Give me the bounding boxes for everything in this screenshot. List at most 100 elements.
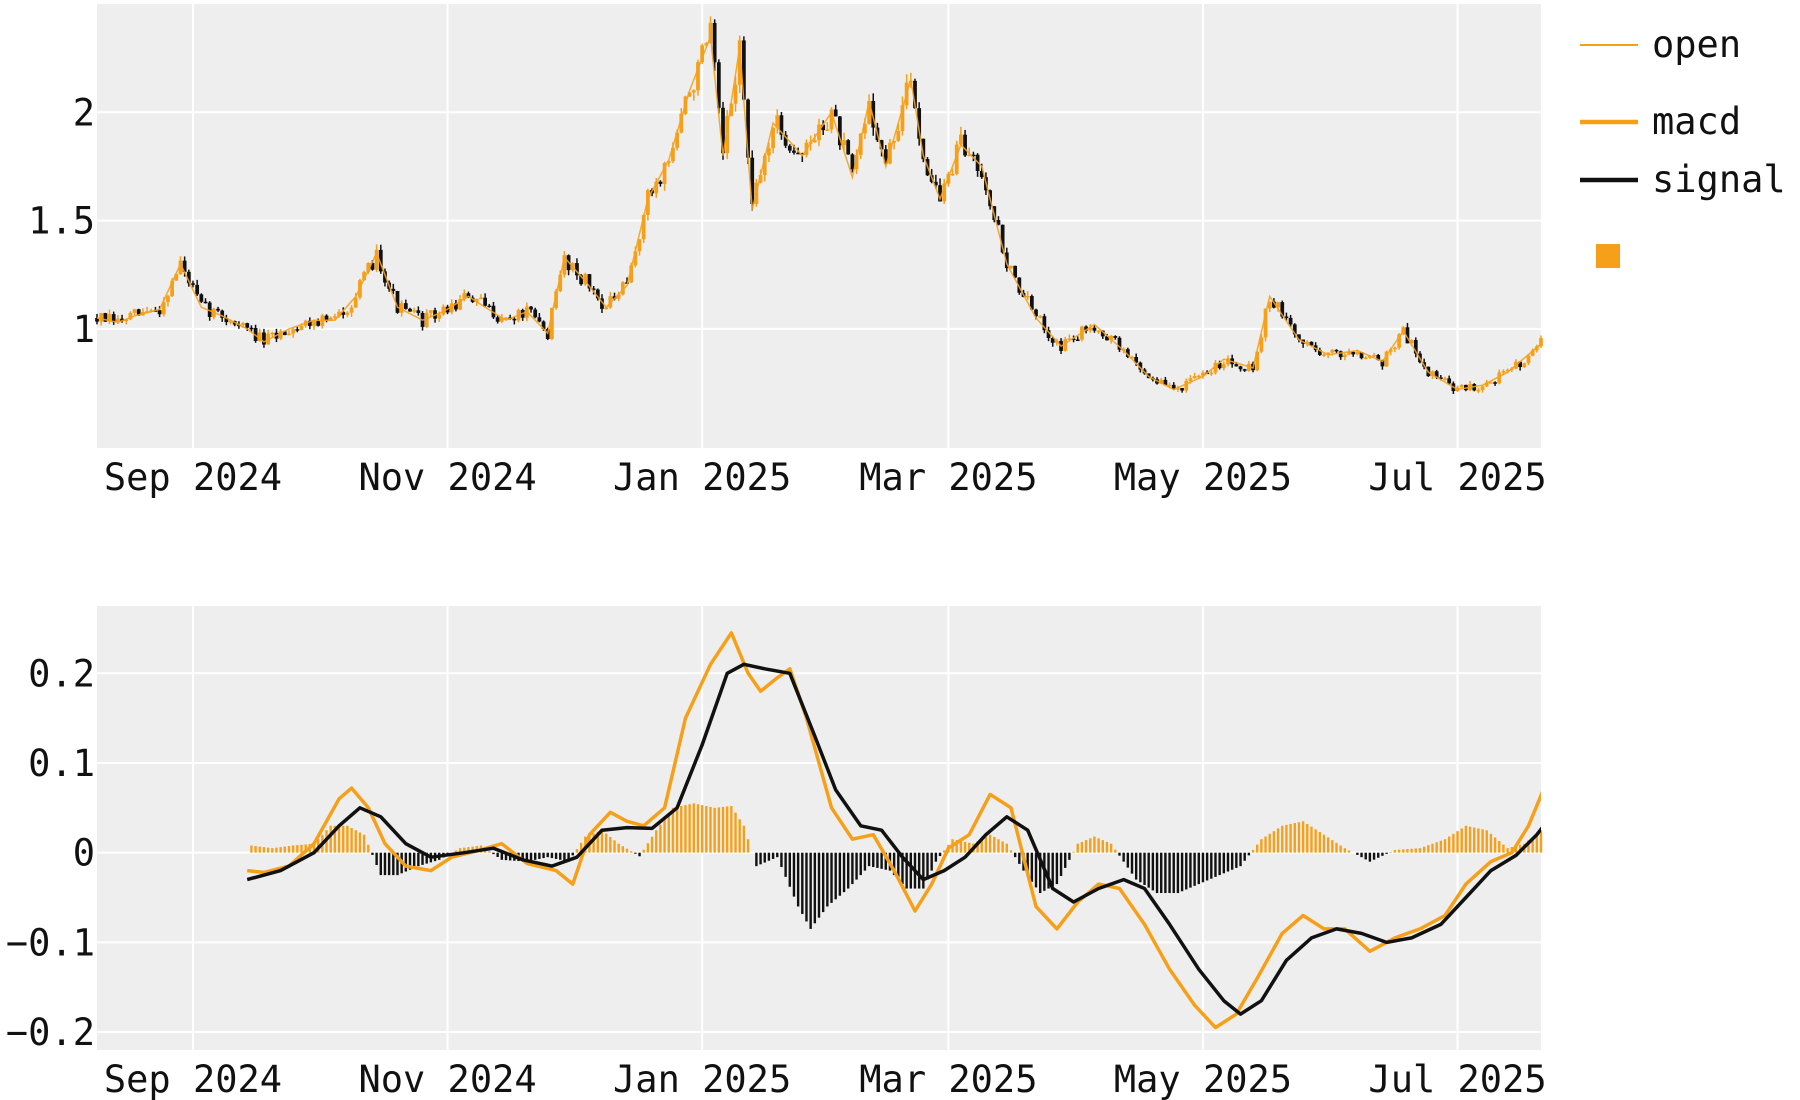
candle-body bbox=[99, 313, 104, 322]
candle-body bbox=[103, 313, 108, 322]
candle-body bbox=[241, 323, 245, 325]
candle-body bbox=[1100, 330, 1105, 337]
histogram-bar bbox=[367, 844, 370, 853]
histogram-bar bbox=[1360, 852, 1363, 858]
candle-body bbox=[1309, 341, 1314, 346]
candle-body bbox=[871, 100, 876, 128]
candle-body bbox=[1167, 384, 1172, 387]
candle-body bbox=[712, 22, 717, 63]
histogram-bar bbox=[275, 847, 278, 853]
histogram-bar bbox=[262, 847, 266, 853]
candle-body bbox=[1430, 371, 1435, 377]
candle-body bbox=[95, 318, 99, 322]
price-panel: Sep 2024 Nov 2024 Jan 2025 Mar 2025 May 2025… bbox=[28, 4, 1547, 499]
candle-body bbox=[424, 312, 429, 327]
y-tick-label: −0.1 bbox=[6, 921, 95, 964]
candle-body bbox=[1409, 339, 1414, 344]
candle-body bbox=[1443, 378, 1447, 380]
candle-body bbox=[783, 134, 788, 146]
histogram-bar bbox=[759, 852, 762, 865]
histogram-bar bbox=[1251, 849, 1255, 853]
candle-body bbox=[595, 289, 600, 299]
histogram-bar bbox=[392, 852, 395, 876]
histogram-bar bbox=[696, 804, 700, 853]
histogram-bar bbox=[625, 848, 629, 853]
candle-body bbox=[316, 321, 321, 326]
candle-body bbox=[938, 185, 942, 202]
legend-label-open: open bbox=[1652, 23, 1741, 66]
candle-body bbox=[220, 310, 225, 318]
legend-label-signal: signal bbox=[1652, 158, 1786, 201]
histogram-bar bbox=[250, 845, 253, 853]
histogram-bar bbox=[876, 852, 879, 868]
histogram-bar bbox=[1018, 852, 1021, 864]
histogram-bar bbox=[266, 847, 270, 853]
x-tick-label: Jan 2025 bbox=[613, 1058, 791, 1100]
histogram-bar bbox=[354, 830, 357, 853]
histogram-bar bbox=[521, 852, 524, 862]
histogram-bar bbox=[705, 806, 708, 853]
candle-body bbox=[817, 124, 821, 141]
candle-body bbox=[750, 157, 755, 204]
candle-body bbox=[337, 311, 341, 317]
histogram-bar bbox=[1256, 844, 1259, 853]
candle-body bbox=[1213, 362, 1218, 373]
histogram-bar bbox=[559, 852, 562, 860]
histogram-bar bbox=[596, 831, 600, 853]
histogram-bar bbox=[1264, 836, 1267, 853]
histogram-bar bbox=[801, 852, 804, 914]
candle-body bbox=[1493, 382, 1497, 384]
candle-body bbox=[278, 331, 283, 339]
histogram-bar bbox=[304, 844, 307, 853]
histogram-bar bbox=[1210, 852, 1213, 879]
candle-body bbox=[1188, 378, 1193, 381]
histogram-bar bbox=[905, 852, 908, 889]
candle-body bbox=[1029, 296, 1034, 310]
candle-body bbox=[1221, 364, 1226, 369]
histogram-bar bbox=[1377, 852, 1380, 858]
candle-body bbox=[662, 162, 667, 184]
candle-body bbox=[775, 115, 780, 128]
candle-body bbox=[403, 303, 408, 309]
histogram-bar bbox=[917, 852, 921, 889]
histogram-bar bbox=[1477, 828, 1480, 853]
histogram-bar bbox=[1293, 823, 1296, 853]
histogram-bar bbox=[1397, 849, 1401, 853]
candle-body bbox=[1376, 355, 1381, 360]
histogram-bar bbox=[412, 852, 416, 868]
candle-body bbox=[479, 297, 483, 300]
candle-body bbox=[1368, 355, 1372, 358]
candle-body bbox=[1180, 388, 1184, 391]
candle-body bbox=[575, 263, 579, 276]
histogram-bar bbox=[863, 852, 867, 871]
histogram-bar bbox=[730, 806, 733, 853]
histogram-bar bbox=[959, 841, 963, 853]
histogram-bar bbox=[1147, 852, 1150, 888]
candle-body bbox=[654, 181, 659, 194]
candle-body bbox=[1359, 352, 1364, 359]
y-tick-label: 0.1 bbox=[28, 742, 95, 785]
histogram-bar bbox=[1347, 850, 1351, 853]
candle-body bbox=[1305, 341, 1310, 344]
candle-body bbox=[1351, 351, 1356, 355]
histogram-bar bbox=[1047, 852, 1050, 889]
candle-body bbox=[1017, 277, 1022, 293]
histogram-bar bbox=[1005, 843, 1009, 853]
histogram-bar bbox=[780, 852, 783, 868]
histogram-bar bbox=[926, 852, 929, 880]
candle-body bbox=[533, 309, 538, 318]
histogram-bar bbox=[1097, 838, 1100, 853]
histogram-bar bbox=[1418, 848, 1422, 853]
histogram-bar bbox=[980, 839, 983, 853]
candle-body bbox=[733, 84, 738, 104]
candle-body bbox=[742, 40, 746, 100]
candle-body bbox=[1434, 371, 1439, 378]
candle-body bbox=[512, 318, 517, 321]
candle-body bbox=[383, 271, 387, 283]
candle-body bbox=[307, 320, 312, 326]
histogram-bar bbox=[563, 852, 566, 861]
histogram-bar bbox=[742, 825, 746, 853]
candle-body bbox=[504, 317, 508, 319]
histogram-bar bbox=[1406, 849, 1409, 853]
candle-body bbox=[182, 260, 187, 272]
